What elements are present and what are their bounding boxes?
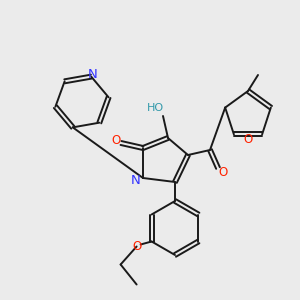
Text: N: N [87,68,97,81]
Text: O: O [218,166,228,178]
Text: O: O [132,240,141,253]
Text: N: N [131,173,141,187]
Text: O: O [111,134,121,148]
Text: O: O [243,133,253,146]
Text: HO: HO [146,103,164,113]
